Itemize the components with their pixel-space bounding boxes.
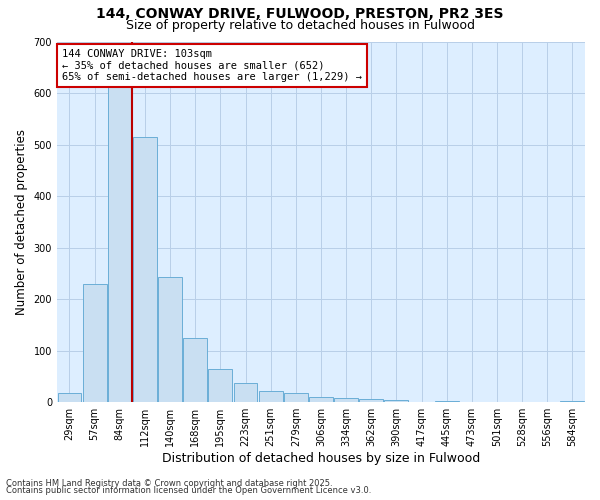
Bar (58, 393, 82, 402)
Bar (133, 137, 157, 402)
Bar (208, 368, 232, 402)
Bar (334, 398, 358, 402)
Bar (309, 397, 333, 402)
Bar (158, 277, 182, 402)
Text: 144, CONWAY DRIVE, FULWOOD, PRESTON, PR2 3ES: 144, CONWAY DRIVE, FULWOOD, PRESTON, PR2… (96, 8, 504, 22)
Text: Contains HM Land Registry data © Crown copyright and database right 2025.: Contains HM Land Registry data © Crown c… (6, 478, 332, 488)
Y-axis label: Number of detached properties: Number of detached properties (15, 129, 28, 315)
Bar (183, 338, 207, 402)
X-axis label: Distribution of detached houses by size in Fulwood: Distribution of detached houses by size … (162, 452, 480, 465)
Bar (560, 401, 584, 402)
Bar (108, 66, 132, 402)
Bar (359, 399, 383, 402)
Bar (83, 284, 107, 402)
Text: Contains public sector information licensed under the Open Government Licence v3: Contains public sector information licen… (6, 486, 371, 495)
Text: Size of property relative to detached houses in Fulwood: Size of property relative to detached ho… (125, 18, 475, 32)
Bar (385, 400, 409, 402)
Bar (259, 391, 283, 402)
Text: 144 CONWAY DRIVE: 103sqm
← 35% of detached houses are smaller (652)
65% of semi-: 144 CONWAY DRIVE: 103sqm ← 35% of detach… (62, 48, 362, 82)
Bar (284, 393, 308, 402)
Bar (435, 401, 458, 402)
Bar (233, 382, 257, 402)
